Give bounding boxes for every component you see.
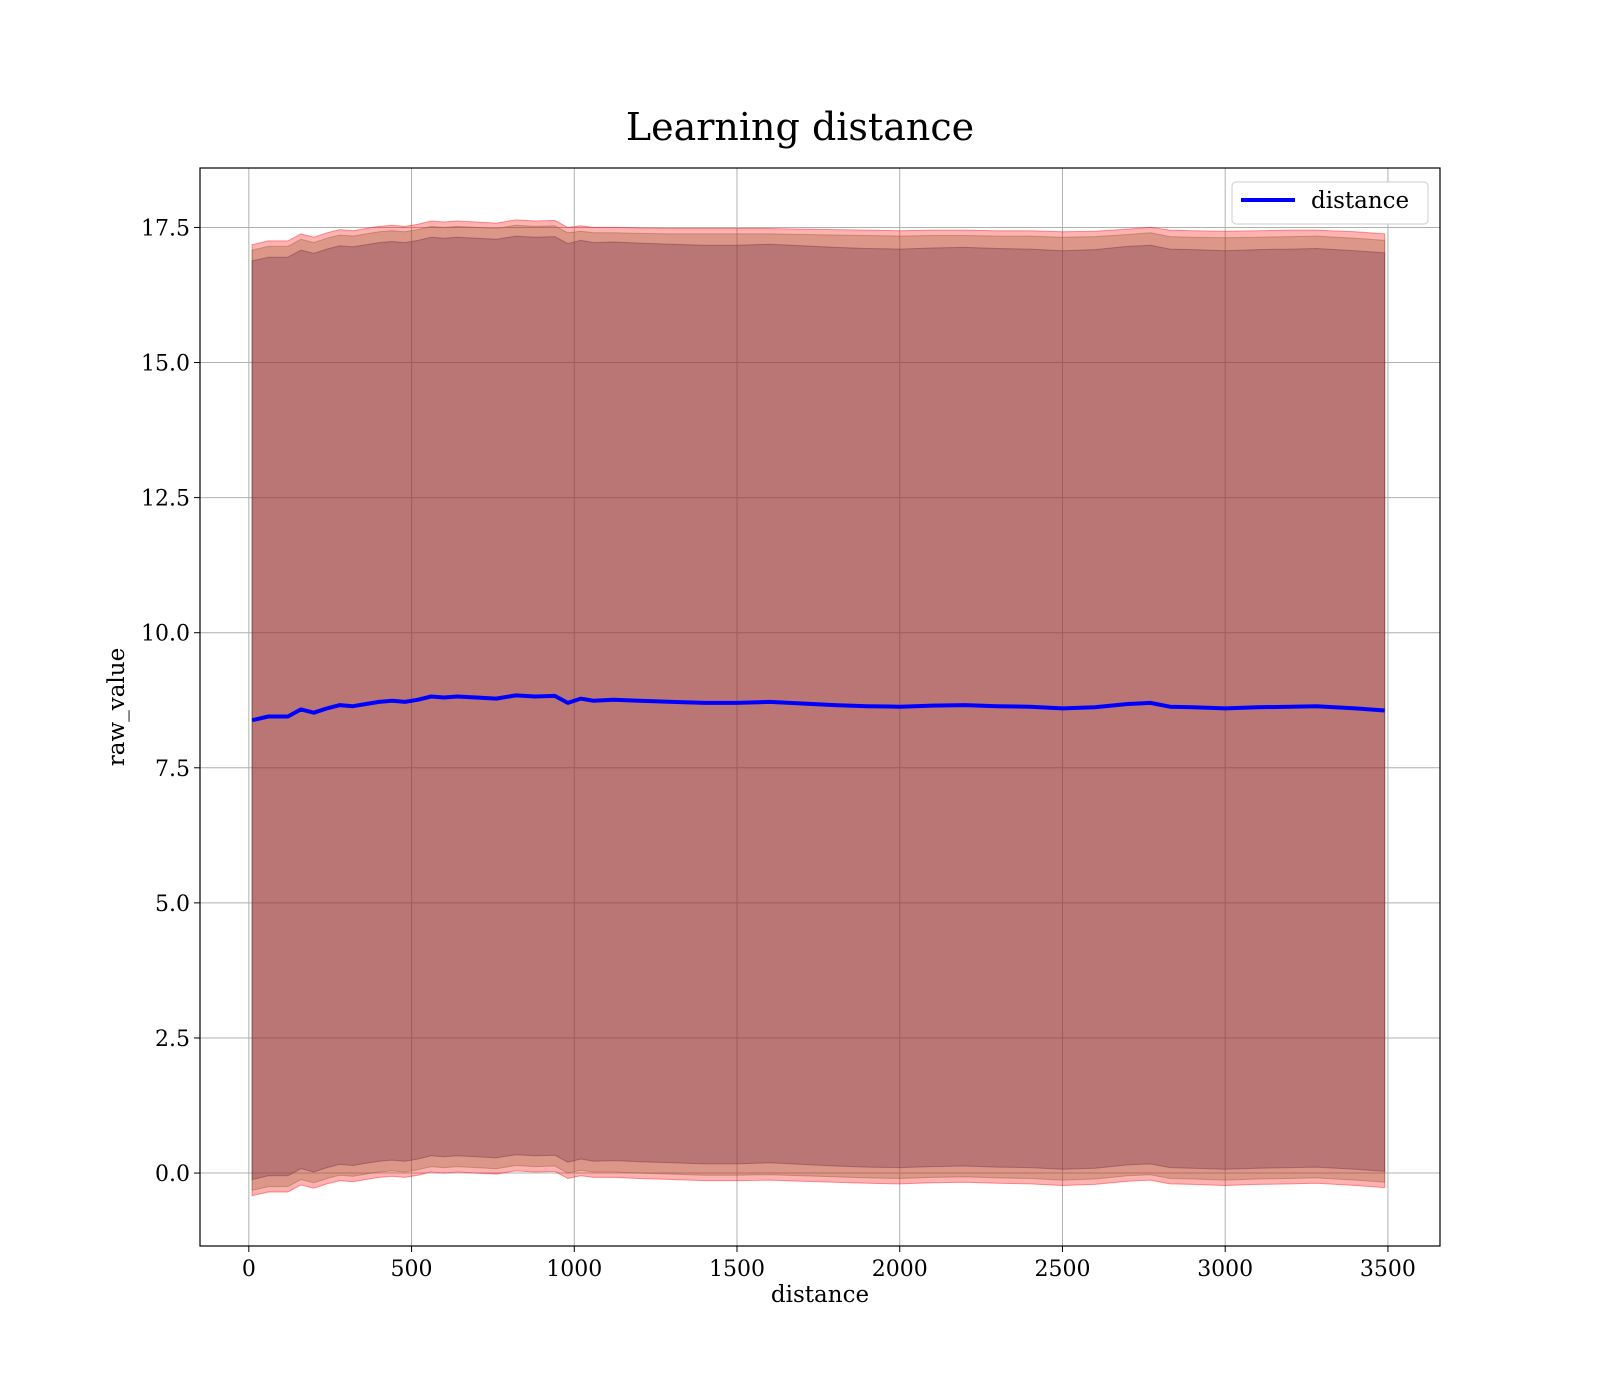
y-axis-label: raw_value <box>104 648 130 766</box>
confidence-bands <box>251 219 1386 1197</box>
legend-box <box>1231 181 1429 225</box>
chart-title: Learning distance <box>626 105 974 149</box>
confidence-band-2 <box>251 235 1386 1181</box>
legend: distance <box>1231 181 1429 225</box>
confidence-band-1 <box>251 224 1386 1191</box>
y-tick-label-1: 2.5 <box>155 1027 190 1052</box>
series-line-distance <box>251 693 1385 723</box>
x-tick-label-3: 1500 <box>709 1257 765 1282</box>
y-tick-label-4: 10.0 <box>141 622 190 647</box>
x-tick-label-7: 3500 <box>1360 1257 1416 1282</box>
y-axis-ticks: 0.0 2.5 5.0 7.5 10.0 12.5 15.0 17.5 <box>141 216 200 1187</box>
x-tick-label-2: 1000 <box>546 1257 602 1282</box>
y-tick-label-6: 15.0 <box>141 352 190 377</box>
y-tick-label-2: 5.0 <box>155 892 190 917</box>
x-axis-label: distance <box>771 1282 869 1308</box>
series-lines <box>251 693 1385 723</box>
x-axis-ticks: 0 500 1000 1500 2000 2500 3000 3500 <box>242 1246 1416 1282</box>
x-tick-label-5: 2500 <box>1034 1257 1090 1282</box>
y-tick-label-5: 12.5 <box>141 487 190 512</box>
plot-frame <box>199 167 1441 1247</box>
confidence-band-0 <box>251 219 1386 1197</box>
y-tick-label-3: 7.5 <box>155 757 190 782</box>
legend-label-distance: distance <box>1311 188 1409 214</box>
x-tick-label-6: 3000 <box>1197 1257 1253 1282</box>
x-tick-label-1: 500 <box>391 1257 433 1282</box>
x-tick-label-4: 2000 <box>872 1257 928 1282</box>
y-tick-label-0: 0.0 <box>155 1162 190 1187</box>
x-tick-label-0: 0 <box>242 1257 256 1282</box>
y-tick-label-7: 17.5 <box>141 216 190 241</box>
